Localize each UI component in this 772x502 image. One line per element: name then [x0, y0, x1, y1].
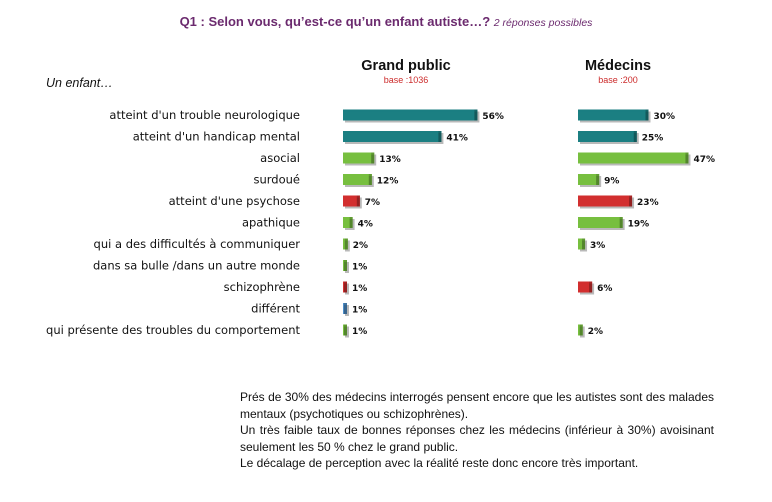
- data-label: 41%: [446, 134, 468, 144]
- category-label: dans sa bulle /dans un autre monde: [93, 259, 300, 273]
- bar: [578, 109, 651, 123]
- footer-line-1: Prés de 30% des médecins interrogés pens…: [240, 390, 714, 421]
- data-label: 1%: [352, 306, 367, 316]
- bar: [343, 217, 355, 230]
- bar-chart: atteint d'un trouble neurologique atteint…: [46, 108, 715, 338]
- data-label: 12%: [377, 177, 399, 187]
- data-label: 13%: [379, 155, 401, 165]
- header-grand-public: Grand public base :1036: [326, 58, 486, 85]
- data-label: 1%: [352, 263, 367, 273]
- bar: [343, 152, 377, 166]
- category-label: apathique: [242, 216, 300, 230]
- title-note: 2 réponses possibles: [493, 17, 593, 29]
- data-label: 23%: [637, 198, 659, 208]
- data-label: 3%: [590, 241, 605, 251]
- footer-line-3: Le décalage de perception avec la réalit…: [240, 456, 639, 470]
- lead-text: Un enfant…: [46, 76, 113, 90]
- bar: [578, 152, 691, 166]
- data-label: 2%: [353, 241, 368, 251]
- data-label: 47%: [693, 155, 715, 165]
- bar: [578, 195, 635, 209]
- bar: [578, 238, 588, 252]
- chart-title: Q1 : Selon vous, qu’est-ce qu’un enfant …: [0, 14, 772, 29]
- category-label: qui a des difficultés à communiquer: [94, 237, 301, 251]
- bar: [343, 303, 349, 316]
- bar: [578, 281, 595, 295]
- data-label: 9%: [604, 177, 619, 187]
- bar: [343, 260, 349, 273]
- data-label: 30%: [654, 112, 676, 122]
- bar: [578, 131, 639, 144]
- category-label: surdoué: [253, 173, 300, 187]
- bar: [343, 238, 350, 252]
- data-label: 25%: [642, 134, 664, 144]
- category-label: atteint d'une psychose: [169, 194, 300, 208]
- category-label: atteint d'un handicap mental: [133, 130, 300, 144]
- category-label: asocial: [260, 151, 300, 165]
- bar: [343, 174, 374, 187]
- data-label: 7%: [365, 198, 380, 208]
- title-text: Q1 : Selon vous, qu’est-ce qu’un enfant …: [179, 14, 491, 29]
- series-name-medecins: Médecins: [584, 58, 652, 74]
- bar: [578, 217, 625, 230]
- series-base-medecins: base :200: [598, 75, 638, 85]
- data-label: 1%: [352, 327, 367, 337]
- category-label: atteint d'un trouble neurologique: [109, 108, 300, 122]
- bar: [343, 281, 349, 295]
- bar: [343, 109, 480, 123]
- bar: [343, 131, 444, 144]
- footer-text: Prés de 30% des médecins interrogés pens…: [240, 389, 714, 472]
- bar: [578, 324, 585, 338]
- data-label: 4%: [358, 220, 373, 230]
- category-label: différent: [251, 302, 300, 316]
- header-medecins: Médecins base :200: [538, 58, 698, 85]
- data-label: 19%: [628, 220, 650, 230]
- bar: [578, 174, 602, 187]
- data-label: 56%: [482, 112, 504, 122]
- bar: [343, 195, 362, 209]
- data-label: 2%: [588, 327, 603, 337]
- data-label: 6%: [597, 284, 612, 294]
- footer-line-2: Un très faible taux de bonnes réponses c…: [240, 423, 714, 454]
- series-name-grand-public: Grand public: [361, 58, 451, 74]
- series-base-grand-public: base :1036: [383, 75, 429, 85]
- category-label: schizophrène: [224, 280, 300, 294]
- bar: [343, 324, 349, 338]
- category-label: qui présente des troubles du comportemen…: [46, 323, 300, 337]
- data-label: 1%: [352, 284, 367, 294]
